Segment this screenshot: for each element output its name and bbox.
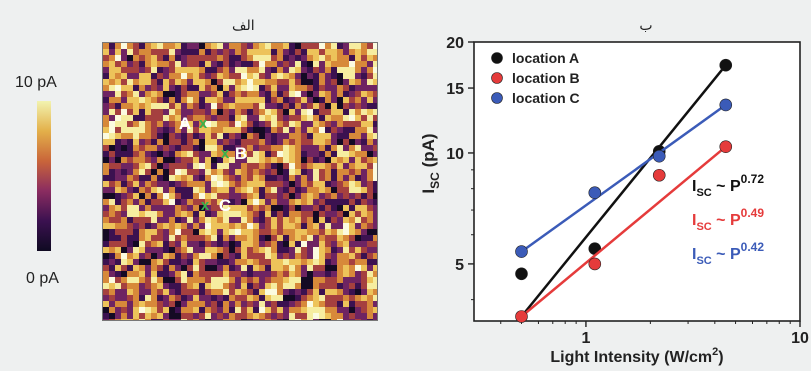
point-location-b-3: [652, 168, 666, 182]
marker-label-b: B: [235, 144, 247, 163]
y-tick-label-20: 20: [446, 35, 464, 52]
point-location-c-3: [652, 149, 666, 163]
marker-label-a: A: [179, 114, 191, 133]
marker-cross-a: x: [199, 115, 208, 132]
point-location-b-1: [515, 310, 528, 323]
marker-label-c: C: [219, 196, 231, 215]
y-tick-label-10: 10: [446, 146, 464, 163]
marker-cross-b: x: [221, 145, 230, 162]
point-location-c-1: [515, 245, 528, 258]
legend-label-location-c: location C: [512, 90, 580, 106]
legend-label-location-a: location A: [512, 50, 579, 66]
legend-marker-location-c: [491, 92, 503, 104]
marker-cross-c: x: [201, 197, 210, 214]
colorbar: [37, 101, 51, 251]
fit-label-location-b: ISC ~ P0.49: [692, 206, 764, 233]
y-axis-label: ISC (pA): [419, 133, 442, 193]
x-tick-label-10: 10: [791, 330, 809, 347]
colorbar-max-label: 10 pA: [15, 74, 57, 91]
colorbar-min-label: 0 pA: [26, 270, 59, 287]
panel-a-label: الف: [232, 18, 255, 34]
point-location-a-1: [515, 267, 528, 281]
fit-label-location-a: ISC ~ P0.72: [692, 172, 764, 199]
x-axis-label: Light Intensity (W/cm2): [550, 346, 723, 366]
fit-line-location-b: [520, 145, 727, 318]
point-location-a-4: [719, 58, 733, 72]
panel-b-label: ب: [639, 18, 652, 34]
fit-label-location-c: ISC ~ P0.42: [692, 240, 764, 267]
point-location-c-2: [588, 186, 602, 200]
y-tick-label-15: 15: [446, 81, 464, 98]
point-location-b-2: [588, 257, 602, 271]
legend-marker-location-b: [491, 72, 503, 84]
legend-label-location-b: location B: [512, 70, 580, 86]
point-location-b-4: [719, 140, 733, 153]
point-location-c-4: [719, 98, 733, 112]
x-tick-label-1: 1: [581, 330, 590, 347]
y-tick-label-5: 5: [455, 257, 464, 274]
fit-line-location-a: [520, 64, 727, 318]
plot-area: [473, 41, 801, 322]
legend-marker-location-a: [491, 52, 503, 64]
map-pixels: [103, 43, 377, 320]
fit-line-location-c: [520, 103, 727, 253]
